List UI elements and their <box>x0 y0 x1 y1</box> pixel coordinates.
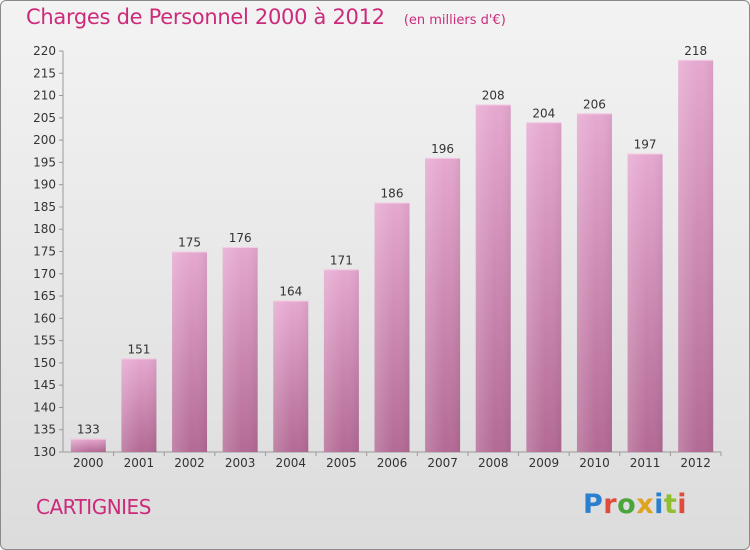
y-tick-label: 220 <box>33 44 56 58</box>
x-tick-label-2003: 2003 <box>225 456 256 470</box>
y-tick-label: 140 <box>33 400 56 414</box>
bar-shade-2008 <box>475 104 511 452</box>
x-tick-label-2009: 2009 <box>529 456 560 470</box>
bar-shade-2009 <box>526 122 562 453</box>
y-tick-label: 185 <box>33 200 56 214</box>
x-tick-label-2010: 2010 <box>579 456 610 470</box>
chart-title: Charges de Personnel 2000 à 2012 <box>26 5 385 29</box>
y-tick-label: 195 <box>33 155 56 169</box>
data-label-2001: 151 <box>127 342 150 356</box>
y-tick-label: 135 <box>33 423 56 437</box>
x-tick-label-2006: 2006 <box>377 456 408 470</box>
y-tick-label: 160 <box>33 311 56 325</box>
y-tick-label: 165 <box>33 289 56 303</box>
bar-shade-2011 <box>627 153 663 452</box>
data-label-2008: 208 <box>482 88 505 102</box>
x-tick-label-2008: 2008 <box>478 456 509 470</box>
y-tick-label: 215 <box>33 66 56 80</box>
x-tick-label-2011: 2011 <box>630 456 661 470</box>
bar-shade-2007 <box>425 157 461 452</box>
y-tick-label: 190 <box>33 178 56 192</box>
data-label-2006: 186 <box>381 186 404 200</box>
y-tick-label: 130 <box>33 445 56 459</box>
bar-shade-2005 <box>323 269 359 452</box>
commune-name: CARTIGNIES <box>36 495 151 519</box>
bar-shade-2000 <box>70 438 106 452</box>
data-label-2011: 197 <box>634 137 657 151</box>
chart-header: Charges de Personnel 2000 à 2012 (en mil… <box>26 5 506 29</box>
bar-shade-2004 <box>273 300 309 452</box>
data-label-2005: 171 <box>330 253 353 267</box>
data-label-2003: 176 <box>229 231 252 245</box>
bar-shade-2012 <box>678 59 714 453</box>
data-label-2002: 175 <box>178 236 201 250</box>
y-tick-label: 200 <box>33 133 56 147</box>
proxiti-logo[interactable]: Proxiti <box>583 489 688 520</box>
bar-shade-2001 <box>121 358 157 452</box>
bar-shade-2002 <box>172 251 208 452</box>
y-tick-label: 210 <box>33 89 56 103</box>
x-tick-label-2001: 2001 <box>124 456 155 470</box>
y-tick-label: 150 <box>33 356 56 370</box>
x-tick-label-2005: 2005 <box>326 456 357 470</box>
data-label-2004: 164 <box>279 285 302 299</box>
y-tick-label: 170 <box>33 267 56 281</box>
data-label-2009: 204 <box>532 106 555 120</box>
data-label-2012: 218 <box>684 44 707 58</box>
chart-data-labels: 133 151 175 176 164 171 186 196 208 204 206 197 218 <box>77 44 707 437</box>
x-tick-label-2004: 2004 <box>275 456 306 470</box>
data-label-2000: 133 <box>77 423 100 437</box>
bar-shade-2003 <box>222 247 258 452</box>
x-tick-label-2000: 2000 <box>73 456 104 470</box>
y-tick-label: 155 <box>33 334 56 348</box>
y-tick-label: 180 <box>33 222 56 236</box>
y-tick-label: 175 <box>33 245 56 259</box>
x-tick-label-2012: 2012 <box>680 456 711 470</box>
y-tick-label: 205 <box>33 111 56 125</box>
bar-shade-2010 <box>576 113 612 452</box>
chart-bars <box>70 59 714 453</box>
data-label-2010: 206 <box>583 97 606 111</box>
data-label-2007: 196 <box>431 142 454 156</box>
bar-shade-2006 <box>374 202 410 452</box>
chart-axes: 130 135 140 145 150 155 160 165 170 175 180 185 190 1… <box>33 44 722 470</box>
x-tick-label-2007: 2007 <box>427 456 458 470</box>
y-tick-label: 145 <box>33 378 56 392</box>
x-tick-label-2002: 2002 <box>174 456 205 470</box>
chart-subtitle: (en milliers d'€) <box>403 13 506 28</box>
